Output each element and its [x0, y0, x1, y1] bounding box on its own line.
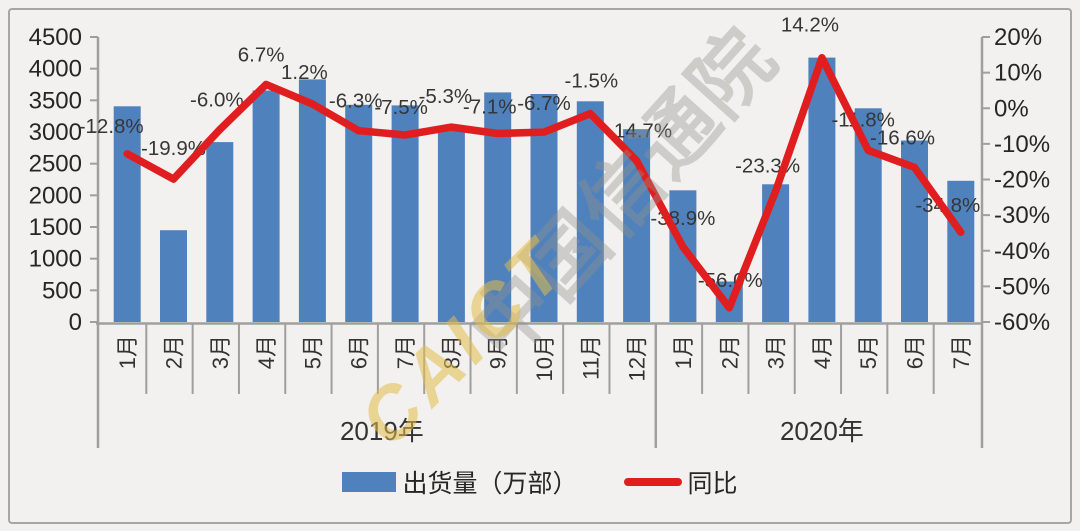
yoy-data-label: 6.7%: [238, 43, 285, 66]
yoy-data-label: -6.0%: [190, 89, 244, 112]
yoy-data-label: 14.2%: [781, 14, 839, 37]
legend-bar-label: 出货量（万部）: [402, 470, 578, 498]
yoy-data-label: -7.1%: [463, 96, 517, 119]
x-tick-month-label: 8月: [439, 335, 464, 369]
x-tick-month-label: 5月: [856, 335, 881, 369]
bar-1月-2019: [113, 106, 141, 322]
left-axis-tick-label: 1000: [29, 246, 82, 273]
x-tick-month-label: 10月: [532, 335, 557, 381]
x-tick-month-label: 4月: [254, 335, 279, 369]
right-axis-tick-label: -20%: [994, 167, 1050, 194]
x-tick-month-label: 3月: [764, 335, 789, 369]
bar-4月-2020: [808, 57, 836, 322]
left-axis-tick-label: 2000: [29, 182, 82, 209]
x-tick-month-label: 4月: [810, 335, 835, 369]
bar-8月-2019: [437, 126, 465, 322]
yoy-data-label: 1.2%: [281, 61, 328, 84]
bar-5月-2019: [298, 79, 326, 323]
yoy-data-label: -6.7%: [517, 92, 571, 115]
left-axis-tick-label: 3500: [29, 87, 82, 114]
legend-line-swatch: [623, 478, 682, 486]
left-axis-tick-label: 4000: [29, 56, 82, 83]
x-tick-month-label: 12月: [625, 335, 650, 381]
bar-4月-2019: [252, 90, 280, 322]
left-axis-tick-label: 4500: [29, 24, 82, 51]
left-axis-tick-label: 3000: [29, 119, 82, 146]
yoy-line: [123, 53, 965, 312]
bar-11月-2019: [576, 101, 604, 322]
yoy-data-label: -5.3%: [419, 85, 473, 108]
bar-7月-2019: [391, 105, 419, 323]
yoy-data-label: -19.9%: [141, 137, 206, 160]
left-axis-tick-label: 500: [42, 277, 82, 304]
yoy-data-label: -6.3%: [329, 90, 383, 113]
left-axis-tick-label: 0: [69, 309, 82, 336]
x-tick-month-label: 2月: [162, 335, 187, 369]
x-tick-month-label: 5月: [300, 335, 325, 369]
x-tick-month-label: 7月: [949, 335, 974, 369]
legend-line-label: 同比: [687, 470, 738, 498]
x-tick-month-label: 11月: [578, 335, 603, 380]
bar-3月-2019: [206, 142, 234, 322]
legend-bar-swatch: [342, 472, 397, 492]
x-tick-month-label: 3月: [208, 335, 233, 369]
left-axis-tick-label: 1500: [29, 214, 82, 241]
yoy-data-label: -16.6%: [870, 126, 935, 149]
x-tick-month-label: 6月: [347, 335, 372, 369]
x-tick-month-label: 9月: [486, 335, 511, 369]
yoy-data-label: -34.8%: [915, 194, 980, 217]
right-axis-tick-label: -40%: [994, 238, 1050, 265]
legend-item-yoy: 同比: [623, 464, 738, 500]
right-axis-tick-label: -60%: [994, 309, 1050, 336]
legend-item-shipments: 出货量（万部）: [342, 464, 578, 500]
legend: 出货量（万部） 同比: [0, 464, 1080, 500]
x-axis-year-label: 2020年: [780, 416, 864, 446]
bar-6月-2019: [345, 104, 373, 322]
x-tick-month-label: 2月: [717, 335, 742, 369]
x-tick-month-label: 7月: [393, 335, 418, 369]
right-axis-tick-label: 20%: [994, 24, 1042, 51]
left-axis-tick-label: 2500: [29, 151, 82, 178]
right-axis-tick-label: -10%: [994, 131, 1050, 158]
right-axis-tick-label: -30%: [994, 202, 1050, 229]
x-tick-month-label: 6月: [903, 335, 928, 369]
bar-9月-2019: [484, 92, 512, 323]
x-tick-month-label: 1月: [671, 335, 696, 369]
right-axis-tick-label: 0%: [994, 95, 1029, 122]
x-tick-month-label: 1月: [115, 335, 140, 369]
yoy-data-label: -14.7%: [607, 120, 672, 143]
yoy-data-label: -7.5%: [374, 96, 428, 119]
right-axis-tick-label: 10%: [994, 60, 1042, 87]
bar-7月-2020: [947, 180, 975, 322]
x-axis-year-label: 2019年: [340, 416, 424, 446]
yoy-data-label: -12.8%: [79, 115, 144, 138]
bar-2月-2019: [160, 230, 187, 322]
right-axis-tick-label: -50%: [994, 273, 1050, 300]
yoy-data-label: -1.5%: [565, 70, 619, 93]
